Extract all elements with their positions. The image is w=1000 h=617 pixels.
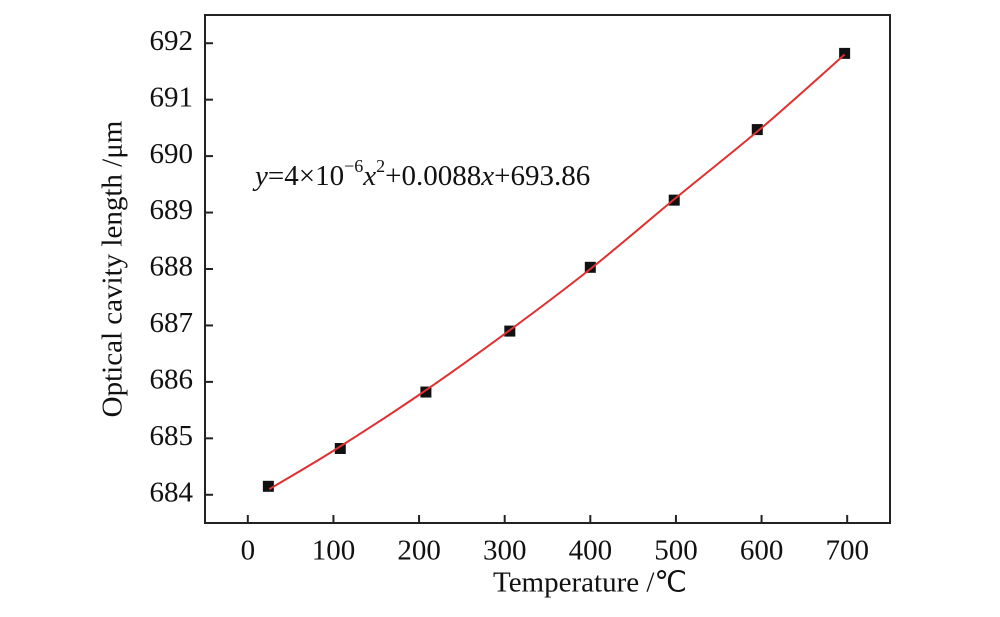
fit-line — [268, 53, 846, 490]
y-tick-label: 690 — [150, 138, 194, 170]
data-point — [420, 386, 432, 398]
y-tick-label: 685 — [150, 420, 194, 452]
data-point — [584, 261, 596, 273]
x-axis-label: Temperature /℃ — [493, 567, 687, 599]
data-point — [262, 480, 274, 492]
y-tick-label: 692 — [150, 25, 194, 57]
x-tick-label: 700 — [825, 535, 869, 567]
y-tick-label: 684 — [150, 476, 194, 508]
x-tick-label: 500 — [654, 535, 698, 567]
y-axis-label: Optical cavity length /μm — [97, 120, 129, 417]
plot-frame — [204, 14, 891, 524]
y-tick-label: 687 — [150, 307, 194, 339]
y-tick-label: 689 — [150, 194, 194, 226]
data-point — [839, 47, 851, 59]
y-tick-label: 686 — [150, 364, 194, 396]
x-tick-label: 300 — [483, 535, 527, 567]
x-tick-label: 200 — [397, 535, 441, 567]
x-tick-label: 0 — [241, 535, 256, 567]
data-point — [751, 124, 763, 136]
data-point — [334, 442, 346, 454]
x-tick-label: 400 — [569, 535, 613, 567]
y-tick-label: 688 — [150, 251, 194, 283]
y-tick-label: 691 — [150, 81, 194, 113]
fit-equation: y=4×10−6x2+0.0088x+693.86 — [252, 156, 590, 192]
x-tick-label: 600 — [740, 535, 784, 567]
x-tick-label: 100 — [312, 535, 356, 567]
